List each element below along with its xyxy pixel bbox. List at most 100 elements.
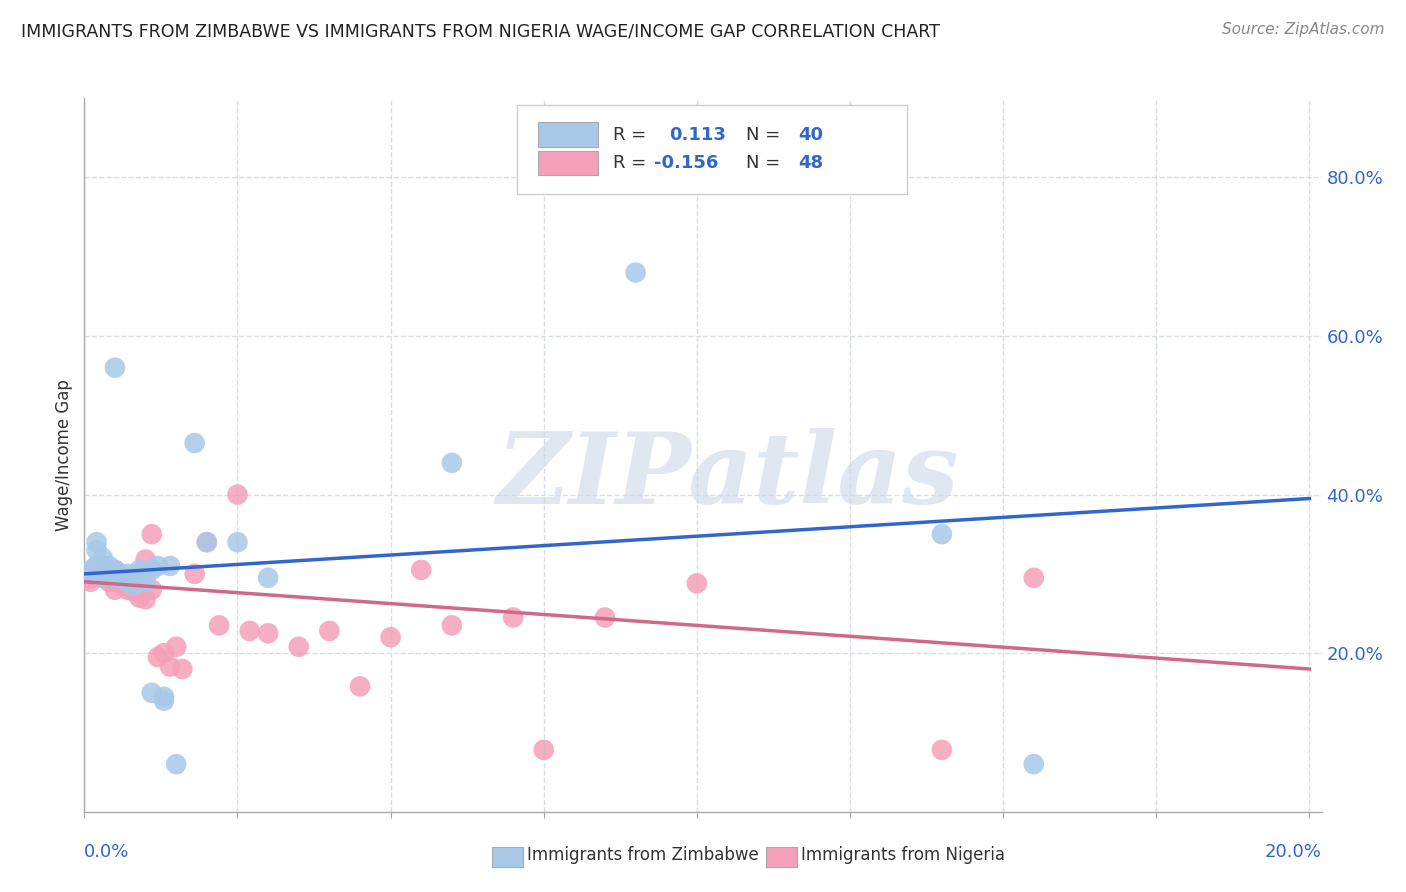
Point <box>91 571 114 585</box>
Text: R =: R = <box>613 154 645 172</box>
Point <box>110 574 132 589</box>
Point <box>122 579 145 593</box>
Point <box>502 610 524 624</box>
Text: 40: 40 <box>799 126 824 144</box>
Point <box>440 618 463 632</box>
Point <box>91 566 114 581</box>
Point <box>349 680 371 694</box>
Point <box>97 563 120 577</box>
Point <box>86 558 108 573</box>
Point <box>153 690 176 704</box>
Point <box>91 558 114 573</box>
Point <box>86 543 108 558</box>
Point <box>159 558 181 573</box>
Point <box>104 566 127 581</box>
Point <box>287 640 309 654</box>
Point <box>195 535 218 549</box>
Point <box>104 582 127 597</box>
Y-axis label: Wage/Income Gap: Wage/Income Gap <box>55 379 73 531</box>
Text: Immigrants from Zimbabwe: Immigrants from Zimbabwe <box>527 846 759 863</box>
Point <box>257 626 280 640</box>
Text: 0.113: 0.113 <box>669 126 727 144</box>
Point <box>239 624 262 638</box>
Point <box>183 566 205 581</box>
Point <box>122 576 145 591</box>
Point <box>141 527 163 541</box>
Point <box>122 571 145 585</box>
Point <box>104 360 127 375</box>
Point <box>79 566 101 581</box>
Point <box>86 558 108 573</box>
Point <box>86 535 108 549</box>
Point <box>624 266 647 280</box>
Text: 20.0%: 20.0% <box>1265 843 1322 861</box>
Point <box>141 582 163 597</box>
Point <box>110 571 132 585</box>
Point <box>165 640 187 654</box>
Point <box>153 694 176 708</box>
Point <box>686 576 709 591</box>
Text: IMMIGRANTS FROM ZIMBABWE VS IMMIGRANTS FROM NIGERIA WAGE/INCOME GAP CORRELATION : IMMIGRANTS FROM ZIMBABWE VS IMMIGRANTS F… <box>21 22 941 40</box>
Point <box>128 566 150 581</box>
Point <box>91 571 114 585</box>
Text: N =: N = <box>747 126 780 144</box>
Point <box>110 566 132 581</box>
Point <box>257 571 280 585</box>
Point <box>195 535 218 549</box>
Point <box>104 571 127 585</box>
Text: 48: 48 <box>799 154 824 172</box>
Text: 0.0%: 0.0% <box>84 843 129 861</box>
Point <box>141 686 163 700</box>
Point <box>128 579 150 593</box>
FancyBboxPatch shape <box>538 122 598 146</box>
Point <box>380 630 402 644</box>
Text: -0.156: -0.156 <box>654 154 718 172</box>
Point <box>146 558 169 573</box>
Point <box>1022 757 1045 772</box>
FancyBboxPatch shape <box>538 151 598 175</box>
Point <box>97 563 120 577</box>
Text: Source: ZipAtlas.com: Source: ZipAtlas.com <box>1222 22 1385 37</box>
Point <box>97 566 120 581</box>
Point <box>159 659 181 673</box>
Point <box>146 650 169 665</box>
Point <box>135 552 157 566</box>
Point <box>1022 571 1045 585</box>
Point <box>226 487 249 501</box>
Point <box>411 563 433 577</box>
Point <box>104 563 127 577</box>
Point <box>593 610 616 624</box>
Point <box>440 456 463 470</box>
Point <box>115 574 138 589</box>
Point <box>135 592 157 607</box>
Point <box>931 527 953 541</box>
Point <box>226 535 249 549</box>
Point <box>931 743 953 757</box>
Point <box>97 558 120 573</box>
Point <box>115 582 138 597</box>
Point <box>86 563 108 577</box>
Point <box>79 571 101 585</box>
Point <box>128 563 150 577</box>
Point <box>153 646 176 660</box>
Point <box>122 584 145 599</box>
Point <box>318 624 340 638</box>
Text: ZIPatlas: ZIPatlas <box>496 428 959 524</box>
Point <box>165 757 187 772</box>
Point <box>79 574 101 589</box>
Point <box>533 743 555 757</box>
Text: Immigrants from Nigeria: Immigrants from Nigeria <box>801 846 1005 863</box>
Text: R =: R = <box>613 126 645 144</box>
Text: N =: N = <box>747 154 780 172</box>
Point <box>97 566 120 581</box>
Point <box>97 574 120 589</box>
Point <box>91 563 114 577</box>
Point <box>183 436 205 450</box>
Point <box>141 563 163 577</box>
Point <box>135 574 157 589</box>
Point <box>110 571 132 585</box>
Point <box>115 574 138 589</box>
Point <box>128 591 150 605</box>
Point <box>91 563 114 577</box>
FancyBboxPatch shape <box>517 105 907 194</box>
